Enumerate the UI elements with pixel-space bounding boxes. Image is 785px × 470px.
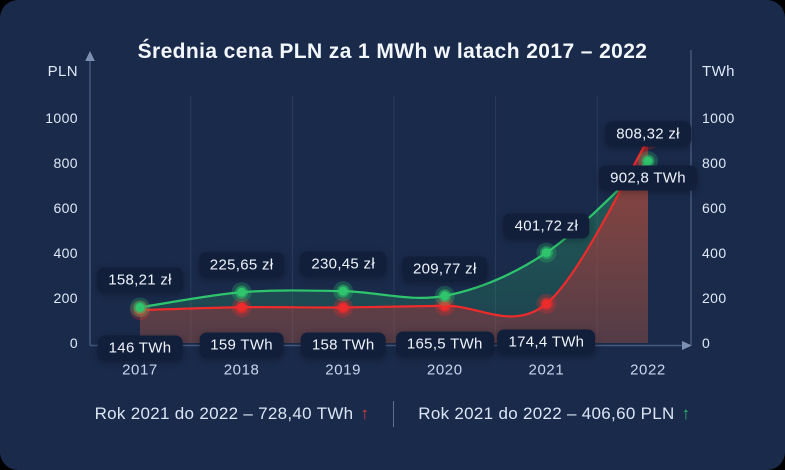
- price-point-marker: [643, 156, 653, 166]
- price-point-label: 225,65 zł: [198, 252, 285, 278]
- footer-divider: [393, 401, 395, 427]
- volume-point-marker: [338, 302, 348, 312]
- x-axis-year-label: 2021: [528, 361, 565, 379]
- left-axis-tick-label: 0: [69, 335, 78, 351]
- price-point-marker: [135, 302, 145, 312]
- price-area: [140, 161, 648, 343]
- right-axis-unit: TWh: [702, 63, 735, 80]
- volume-point-label: 159 TWh: [199, 332, 284, 358]
- chart-title: Średnia cena PLN za 1 MWh w latach 2017 …: [137, 40, 648, 63]
- right-axis-tick-label: 800: [702, 155, 727, 171]
- up-arrow-red-icon: ↑: [360, 404, 370, 423]
- price-line: [138, 160, 650, 309]
- volume-point-marker: [541, 299, 551, 309]
- price-point-label: 209,77 zł: [402, 256, 488, 282]
- left-axis-tick-label: 200: [53, 290, 78, 306]
- left-axis-tick-label: 1000: [45, 110, 78, 126]
- price-point-marker: [237, 287, 247, 297]
- volume-point-label: 902,8 TWh: [599, 165, 697, 191]
- right-axis-tick-label: 1000: [702, 110, 735, 126]
- price-point-label: 158,21 zł: [97, 267, 183, 293]
- footer-pln-change: Rok 2021 do 2022 – 406,60 PLN ↑: [418, 404, 690, 424]
- volume-point-label: 146 TWh: [97, 335, 183, 361]
- x-axis-year-label: 2019: [325, 361, 362, 379]
- left-axis-tick-label: 400: [53, 245, 78, 261]
- up-arrow-green-icon: ↑: [681, 404, 691, 423]
- x-axis-year-label: 2018: [223, 361, 260, 379]
- price-point-label: 401,72 zł: [503, 213, 590, 239]
- volume-point-label: 158 TWh: [300, 332, 386, 358]
- volume-point-marker: [237, 302, 247, 312]
- right-axis-tick-label: 0: [702, 335, 711, 351]
- x-axis-year-label: 2020: [426, 361, 463, 379]
- footer-twh-change: Rok 2021 do 2022 – 728,40 TWh ↑: [95, 404, 370, 424]
- x-axis-arrow-icon: [682, 341, 692, 350]
- volume-area: [140, 139, 648, 343]
- price-point-marker: [440, 291, 450, 301]
- price-point-marker: [338, 286, 348, 296]
- footer-pln-text: Rok 2021 do 2022 – 406,60 PLN: [418, 404, 675, 423]
- price-point-marker: [541, 248, 551, 258]
- x-axis-year-label: 2017: [122, 361, 158, 379]
- footer-twh-text: Rok 2021 do 2022 – 728,40 TWh: [94, 404, 354, 423]
- right-axis-tick-label: 400: [702, 245, 727, 261]
- right-axis-tick-label: 600: [702, 200, 727, 216]
- volume-point-label: 174,4 TWh: [497, 329, 596, 355]
- left-axis-unit: PLN: [47, 63, 78, 80]
- left-axis-tick-label: 600: [53, 200, 78, 216]
- y-axis-left-arrow-icon: [85, 51, 95, 61]
- volume-point-marker: [440, 301, 450, 311]
- left-axis-tick-label: 800: [53, 155, 78, 171]
- right-axis-tick-label: 200: [702, 290, 727, 306]
- price-point-label: 808,32 zł: [605, 121, 691, 147]
- volume-point-label: 165,5 TWh: [395, 331, 494, 357]
- footer-annotations: Rok 2021 do 2022 – 728,40 TWh ↑ Rok 2021…: [0, 401, 785, 427]
- price-point-label: 230,45 zł: [300, 251, 386, 277]
- x-axis-year-label: 2022: [630, 361, 666, 379]
